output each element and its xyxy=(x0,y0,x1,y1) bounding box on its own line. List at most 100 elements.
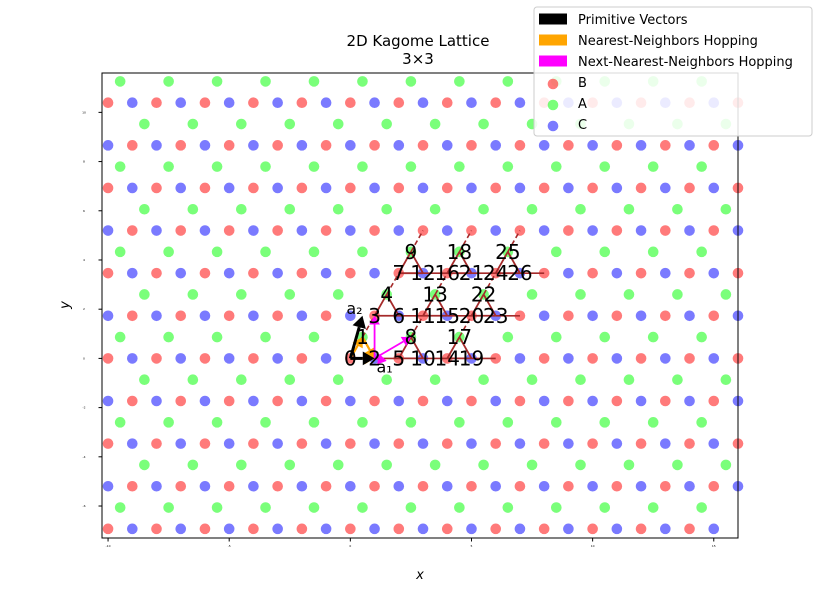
site-index-label: 20 xyxy=(459,304,484,328)
site-index-label: 16 xyxy=(435,261,460,285)
lattice-point-a xyxy=(575,289,586,300)
lattice-point-c xyxy=(126,438,138,449)
lattice-point-b xyxy=(296,267,308,279)
lattice-point-c xyxy=(393,480,405,492)
lattice-point-c xyxy=(466,97,477,109)
lattice-point-a xyxy=(114,502,126,513)
lattice-point-b xyxy=(466,395,477,407)
legend-swatch xyxy=(539,55,567,67)
lattice-point-a xyxy=(429,203,441,215)
nn-hopping-arrow-shaft xyxy=(361,336,371,351)
lattice-point-c xyxy=(223,523,235,535)
lattice-point-a xyxy=(454,417,465,428)
lattice-point-c xyxy=(320,182,332,194)
lattice-point-a xyxy=(502,161,514,172)
lattice-point-b xyxy=(320,310,332,322)
legend-marker xyxy=(547,78,559,90)
lattice-point-a xyxy=(575,459,586,471)
lattice-point-c xyxy=(345,310,356,322)
lattice-point-c xyxy=(151,310,162,322)
lattice-point-b xyxy=(441,97,453,109)
lattice-point-a xyxy=(187,118,199,130)
lattice-point-c xyxy=(151,480,162,492)
lattice-point-a xyxy=(139,459,150,471)
lattice-point-b xyxy=(708,310,720,322)
lattice-point-a xyxy=(647,331,659,343)
lattice-point-c xyxy=(345,480,356,492)
lattice-point-a xyxy=(429,459,441,471)
lattice-point-b xyxy=(272,395,283,407)
lattice-point-b xyxy=(393,182,405,194)
lattice-point-c xyxy=(417,438,429,449)
lattice-point-a xyxy=(284,118,296,130)
unit-cell-edge xyxy=(398,251,412,274)
lattice-point-a xyxy=(357,76,368,87)
lattice-point-c xyxy=(514,97,526,109)
lattice-point-a xyxy=(332,374,344,386)
lattice-point-a xyxy=(550,161,562,172)
lattice-point-b xyxy=(102,353,114,364)
nn-hopping-arrow xyxy=(361,336,375,359)
unit-cell-edge-dashed xyxy=(458,315,473,338)
lattice-point-a xyxy=(647,417,659,428)
lattice-point-b xyxy=(393,97,405,109)
lattice-point-b xyxy=(660,310,671,322)
unit-cell-edge-dashed xyxy=(458,230,473,253)
legend-item: Primitive Vectors xyxy=(539,13,688,28)
site-index-label: 5 xyxy=(392,346,405,370)
lattice-point-a xyxy=(599,502,611,513)
lattice-point-c xyxy=(563,438,574,449)
lattice-point-b xyxy=(563,310,574,322)
lattice-point-c xyxy=(126,182,138,194)
site-index-label: 25 xyxy=(495,240,520,264)
lattice-point-c xyxy=(635,395,647,407)
lattice-point-a xyxy=(696,502,707,513)
lattice-point-c xyxy=(175,97,187,109)
nnn-hopping-arrow xyxy=(369,315,380,359)
lattice-point-b xyxy=(272,225,283,236)
lattice-point-c xyxy=(369,182,380,194)
lattice-point-a xyxy=(114,331,126,343)
lattice-point-c xyxy=(369,267,380,279)
lattice-point-a xyxy=(623,374,635,386)
lattice-point-c xyxy=(563,353,574,364)
lattice-point-c xyxy=(320,523,332,535)
lattice-point-c xyxy=(587,225,598,236)
lattice-point-a xyxy=(163,502,174,513)
lattice-point-c xyxy=(538,140,550,151)
lattice-point-a xyxy=(139,118,150,130)
unit-cell-edge xyxy=(458,336,473,359)
lattice-point-b xyxy=(417,140,429,151)
primitive-vector-arrow-head xyxy=(352,315,366,330)
lattice-point-a xyxy=(308,246,320,258)
x-tick-label: 5 xyxy=(471,544,473,548)
y-tick-label: 0 xyxy=(83,356,85,360)
site-index-label: 22 xyxy=(471,282,496,306)
lattice-point-c xyxy=(684,480,695,492)
x-tick-label: 0 xyxy=(349,544,351,548)
y-tick-label: -4 xyxy=(83,455,86,459)
lattice-point-b xyxy=(223,140,235,151)
lattice-point-c xyxy=(223,267,235,279)
nnn-hopping-arrow xyxy=(374,353,387,365)
lattice-point-c xyxy=(490,395,502,407)
lattice-point-a xyxy=(478,459,489,471)
lattice-point-c xyxy=(514,438,526,449)
lattice-point-b xyxy=(393,523,405,535)
lattice-point-c xyxy=(611,438,623,449)
unit-cell-edge xyxy=(458,251,473,274)
lattice-point-a xyxy=(623,289,635,300)
lattice-point-b xyxy=(587,523,598,535)
lattice-point-a xyxy=(114,76,126,87)
lattice-point-b xyxy=(587,353,598,364)
lattice-point-c xyxy=(490,480,502,492)
lattice-point-a xyxy=(647,502,659,513)
unit-cell-edge-dashed xyxy=(410,315,424,338)
lattice-point-a xyxy=(332,459,344,471)
lattice-point-a xyxy=(647,246,659,258)
site-index-label: 11 xyxy=(410,304,435,328)
unit-cell-edge-dashed xyxy=(434,272,448,295)
lattice-point-a xyxy=(236,203,247,215)
unit-cell-edge-dashed xyxy=(385,272,400,295)
primitive-vector-arrow-shaft xyxy=(348,326,361,359)
